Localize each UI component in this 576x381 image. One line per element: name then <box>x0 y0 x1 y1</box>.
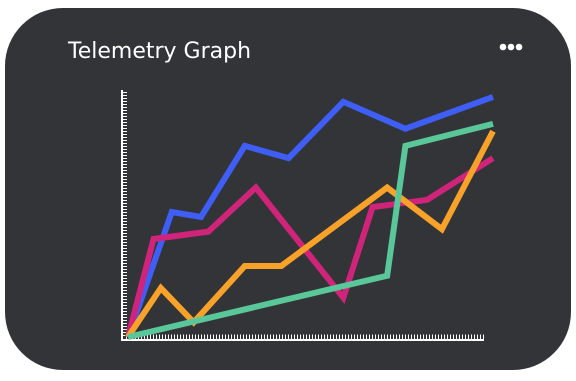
data-line <box>125 94 495 338</box>
data-line <box>125 155 495 338</box>
menu-dot <box>499 43 507 51</box>
menu-button[interactable] <box>499 43 523 51</box>
chart-title: Telemetry Graph <box>67 39 251 64</box>
menu-dot <box>515 43 523 51</box>
menu-dot <box>507 43 515 51</box>
data-line <box>127 120 494 340</box>
data-line <box>125 129 496 339</box>
axes <box>121 90 484 341</box>
